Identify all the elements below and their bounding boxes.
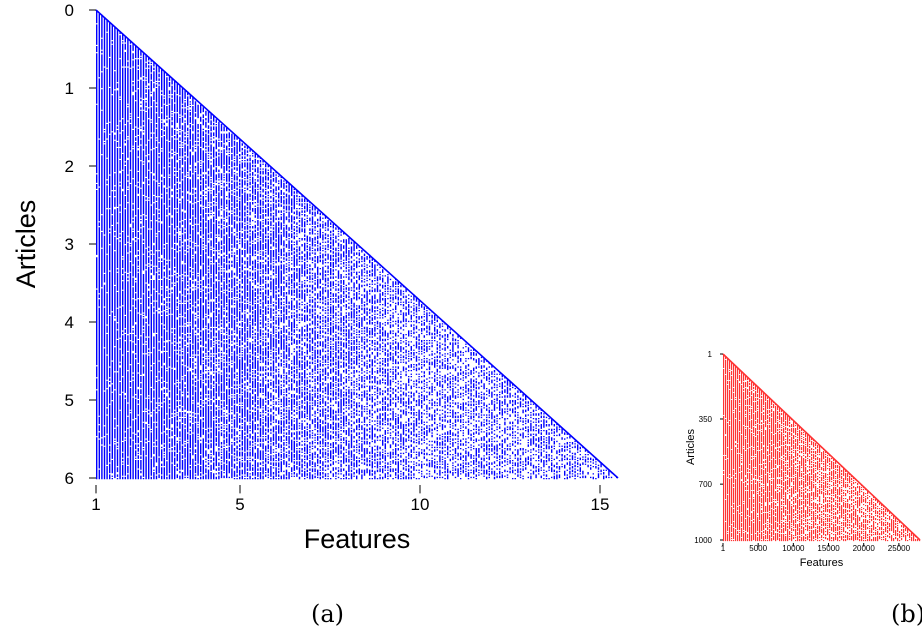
y-tick-label-0-4: 4 — [65, 313, 74, 332]
y-tick-label-0-3: 3 — [65, 235, 74, 254]
x-tick-label-0-0: 1 — [91, 495, 100, 514]
x-tick-label-1-1: 5000 — [749, 544, 767, 553]
x-axis-label-0: Features — [304, 524, 411, 554]
diagonal-edge-0 — [95, 9, 619, 479]
x-tick-label-0-1: 5 — [235, 495, 244, 514]
caption-a: (a) — [311, 600, 345, 628]
x-tick-label-1-3: 15000 — [817, 544, 840, 553]
y-tick-label-0-2: 2 — [65, 157, 74, 176]
x-tick-label-0-2: 10 — [411, 495, 430, 514]
y-tick-label-0-6: 6 — [65, 469, 74, 488]
x-tick-label-1-0: 1 — [721, 544, 726, 553]
x-tick-label-1-2: 10000 — [782, 544, 805, 553]
x-axis-label-1: Features — [800, 557, 844, 569]
y-tick-label-1-1: 350 — [699, 415, 713, 424]
y-axis-label-0: Articles — [11, 200, 41, 289]
x-tick-label-0-3: 15 — [591, 495, 610, 514]
y-axis-label-1: Articles — [685, 428, 697, 465]
y-tick-label-1-0: 1 — [708, 350, 713, 359]
y-tick-label-0-0: 0 — [65, 1, 74, 20]
y-tick-label-0-5: 5 — [65, 391, 74, 410]
diagonal-edge-1 — [722, 353, 921, 541]
y-tick-label-0-1: 1 — [65, 79, 74, 98]
caption-b: (b) — [891, 600, 922, 628]
x-tick-label-1-5: 25000 — [888, 544, 911, 553]
y-tick-label-1-3: 1000 — [694, 536, 712, 545]
y-tick-label-1-2: 700 — [699, 480, 713, 489]
x-tick-label-1-4: 20000 — [853, 544, 876, 553]
